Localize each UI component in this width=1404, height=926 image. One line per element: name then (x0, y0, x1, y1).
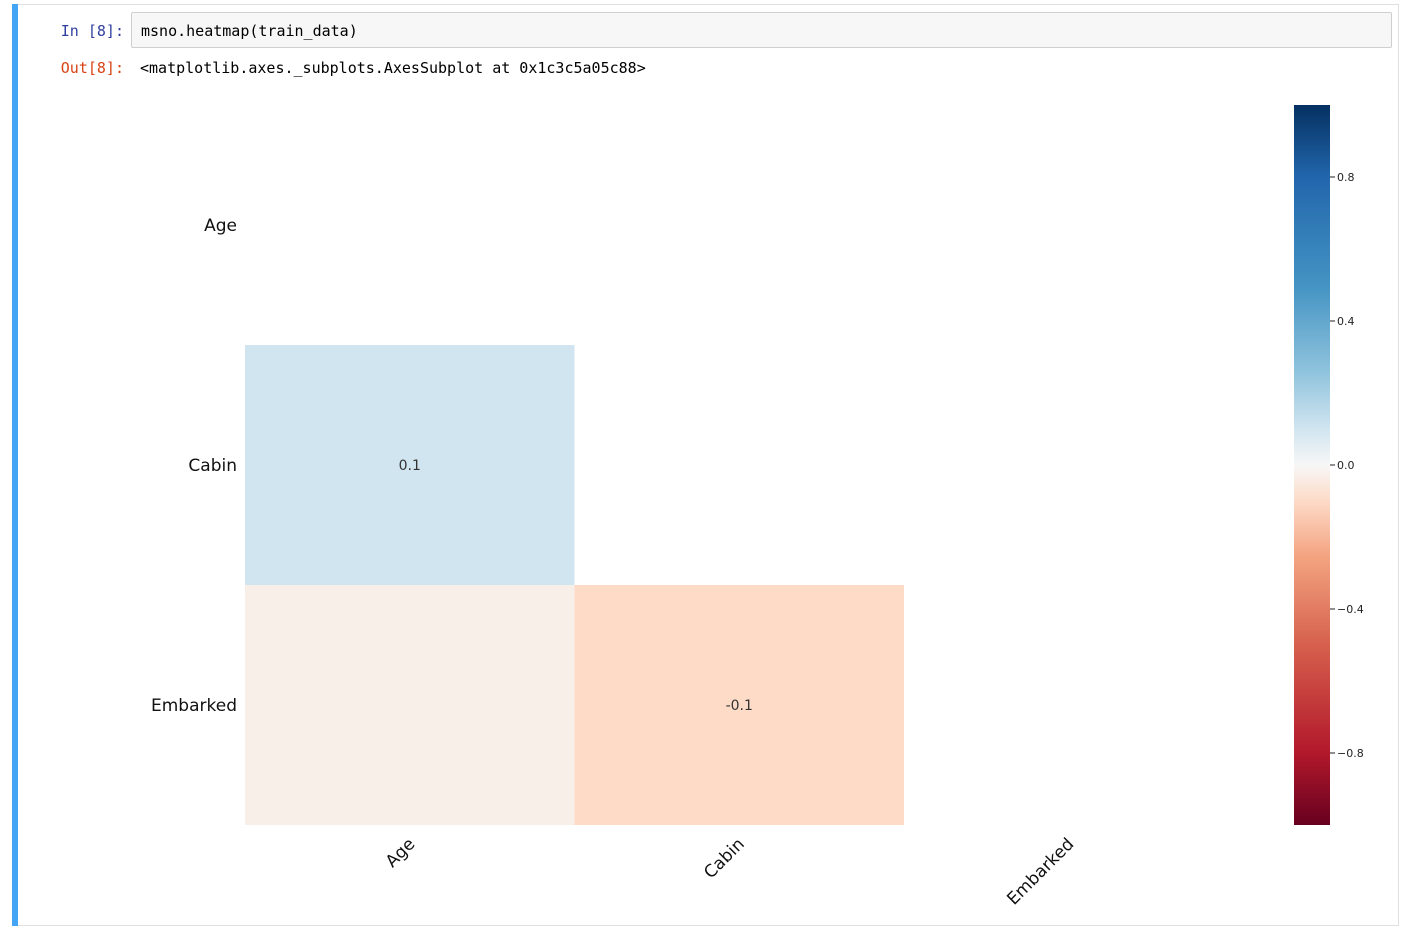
row-label: Age (204, 216, 237, 236)
colorbar-tick-label: 0.8 (1337, 171, 1355, 184)
colorbar-tick-label: −0.8 (1337, 747, 1364, 760)
code-text: msno.heatmap(train_data) (141, 22, 358, 40)
row-label: Cabin (188, 456, 237, 476)
output-text: <matplotlib.axes._subplots.AxesSubplot a… (140, 59, 646, 77)
colorbar-tick-label: 0.4 (1337, 315, 1355, 328)
heatmap-cell (245, 345, 575, 585)
colorbar-ticks: 0.8 0.4 0.0 −0.4 −0.8 (1330, 171, 1364, 760)
row-label: Embarked (151, 696, 237, 716)
code-input[interactable]: msno.heatmap(train_data) (131, 12, 1392, 48)
row-labels: Age Cabin Embarked (151, 216, 237, 716)
column-labels: Age Cabin Embarked (382, 834, 1078, 909)
cell-selection-bar (12, 4, 18, 926)
column-label: Age (382, 834, 419, 871)
output-prompt: Out[8]: (60, 59, 124, 77)
heatmap-cell (245, 585, 575, 825)
colorbar (1294, 105, 1330, 825)
column-label: Cabin (700, 834, 748, 882)
column-label: Embarked (1003, 834, 1078, 909)
input-prompt: In [8]: (60, 22, 124, 40)
colorbar-tick-label: 0.0 (1337, 459, 1355, 472)
colorbar-tick-label: −0.4 (1337, 603, 1364, 616)
cell-value-label: 0.1 (399, 458, 421, 474)
heatmap-cells: 0.1 -0.1 (245, 345, 904, 825)
cell-value-label: -0.1 (726, 698, 753, 714)
heatmap-cell (574, 585, 904, 825)
